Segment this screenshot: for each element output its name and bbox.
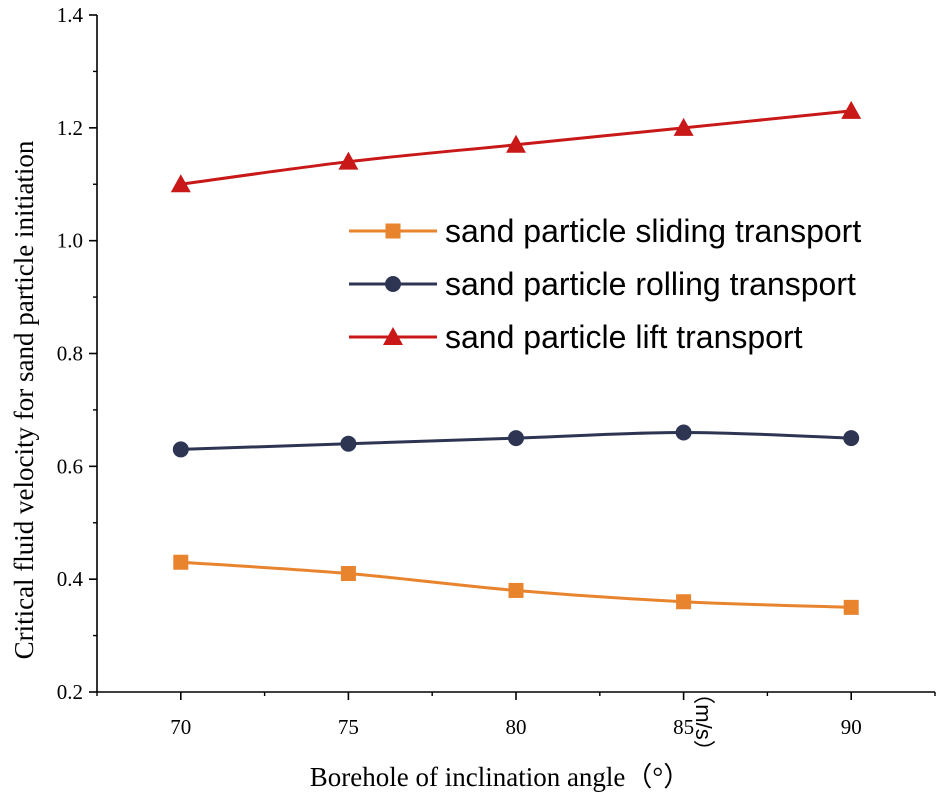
- legend-label: sand particle lift transport: [445, 319, 803, 355]
- legend-marker: [383, 327, 403, 345]
- x-axis-title: Borehole of inclination angle（°）: [310, 762, 690, 792]
- series-group: [170, 100, 862, 615]
- data-point: [508, 430, 524, 447]
- y-tick-label: 1.4: [57, 3, 84, 27]
- y-tick-label: 0.4: [57, 567, 84, 591]
- data-point: [508, 582, 524, 598]
- x-tick-label: 90: [841, 715, 862, 739]
- y-tick-label: 0.2: [57, 680, 83, 704]
- x-tick-label: 85: [673, 715, 694, 739]
- legend-marker: [385, 276, 401, 292]
- x-tick-label: 70: [170, 715, 191, 739]
- data-point: [340, 435, 357, 452]
- x-tick-label: 75: [338, 715, 359, 739]
- y-axis-title: Critical fluid velocity for sand particl…: [9, 140, 39, 659]
- y-tick-label: 0.8: [57, 342, 83, 366]
- legend: sand particle sliding transport sand part…: [349, 213, 861, 355]
- y-tick-label: 1.0: [57, 229, 83, 253]
- y-tick-label: 1.2: [57, 116, 83, 140]
- data-point: [170, 174, 191, 193]
- series-triangle: [170, 100, 862, 193]
- legend-item: sand particle sliding transport: [349, 213, 861, 249]
- legend-label: sand particle rolling transport: [445, 266, 856, 302]
- series-circle: [172, 424, 860, 458]
- data-point: [675, 424, 692, 441]
- y-tick-label: 0.6: [57, 454, 83, 478]
- data-point: [843, 430, 860, 447]
- data-point: [506, 134, 526, 153]
- series-square: [173, 554, 859, 615]
- data-point: [673, 117, 694, 136]
- y-axis-unit: （m/s）: [691, 682, 716, 761]
- data-point: [843, 599, 859, 615]
- legend-item: sand particle lift transport: [349, 319, 803, 355]
- data-point: [338, 151, 359, 170]
- axes: 0.2 0.4 0.6 0.8 1.0 1.2 1.4 70 75 80 85 90: [57, 3, 936, 739]
- data-point: [841, 100, 862, 119]
- data-point: [172, 441, 189, 458]
- legend-marker: [385, 223, 401, 239]
- data-point: [676, 594, 692, 610]
- legend-item: sand particle rolling transport: [349, 266, 856, 302]
- data-point: [173, 554, 189, 570]
- data-point: [340, 566, 356, 582]
- x-tick-label: 80: [506, 715, 527, 739]
- legend-label: sand particle sliding transport: [445, 213, 861, 249]
